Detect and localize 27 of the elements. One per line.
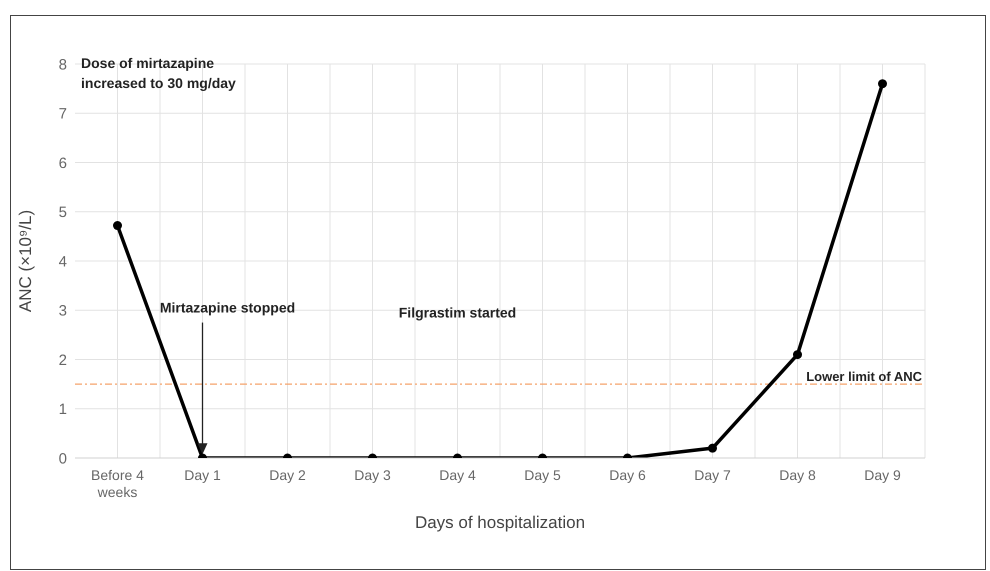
- point: [878, 79, 887, 88]
- y-tick-label: 2: [58, 352, 67, 369]
- x-axis-title: Days of hospitalization: [414, 513, 586, 532]
- y-tick-label: 0: [58, 450, 67, 468]
- annotation: Mirtazapine stopped: [160, 300, 296, 316]
- y-tick-label: 4: [58, 253, 67, 270]
- annotation: Dose of mirtazapine increased to 30 mg/day: [81, 55, 236, 91]
- x-tick-label: Day 8: [779, 467, 816, 483]
- x-tick-label: Day 2: [269, 467, 306, 483]
- x-tick-label: Day 7: [694, 467, 731, 483]
- y-tick-label: 6: [58, 154, 67, 172]
- y-axis-title: ANC (×10⁹/L): [16, 210, 36, 312]
- x-tick-label: Day 1: [184, 467, 221, 483]
- ref-line-label: Lower limit of ANC: [806, 369, 923, 384]
- x-tick-label: Before 4 weeks: [91, 467, 144, 500]
- x-tick-label: Day 9: [864, 467, 901, 483]
- x-tick-label: Day 3: [354, 467, 391, 483]
- y-tick-label: 8: [58, 56, 67, 74]
- y-tick-label: 3: [58, 302, 67, 320]
- point: [113, 221, 122, 230]
- x-tick-label: Day 4: [439, 467, 476, 483]
- x-tick-label: Day 5: [524, 467, 561, 483]
- y-tick-label: 5: [58, 204, 67, 222]
- y-tick-label: 1: [58, 401, 67, 418]
- x-tick-label: Day 6: [609, 467, 646, 483]
- y-tick-label: 7: [58, 106, 67, 123]
- annotation: Filgrastim started: [398, 304, 516, 321]
